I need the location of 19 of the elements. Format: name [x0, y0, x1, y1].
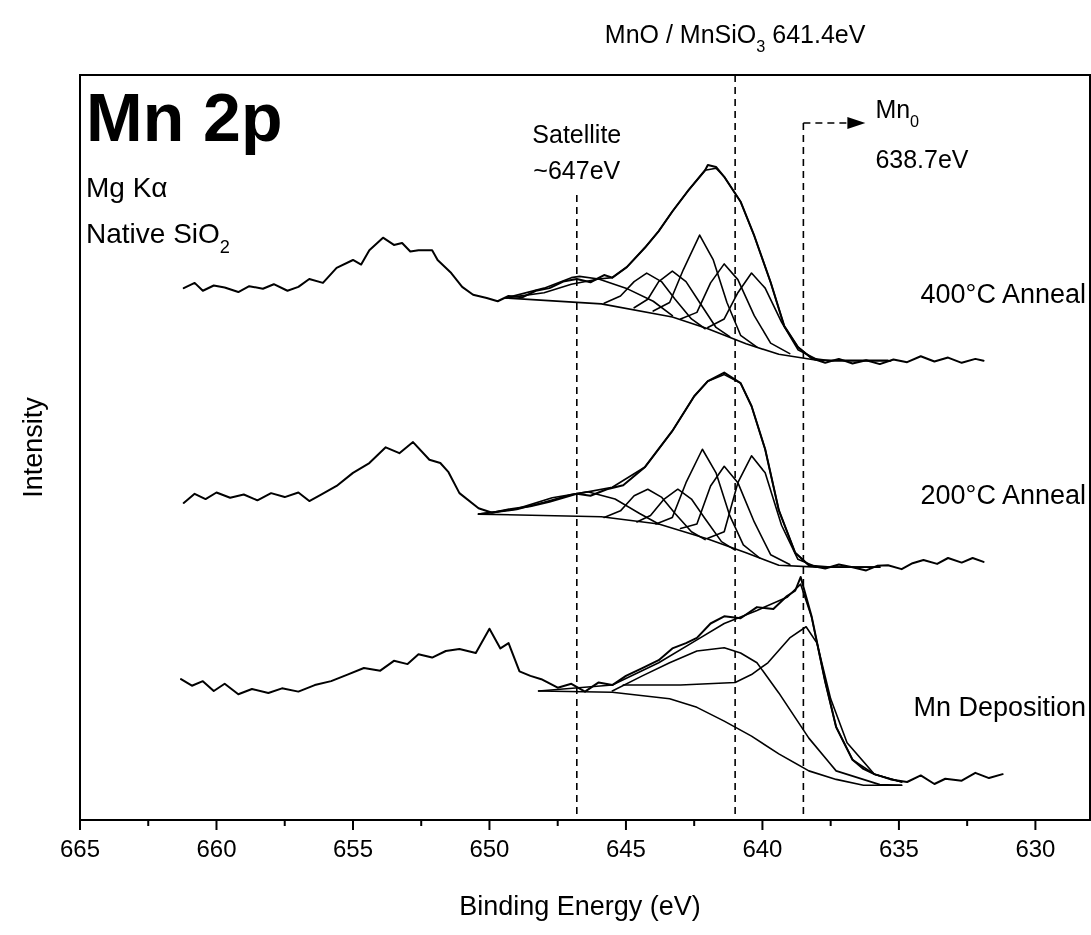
x-tick-label: 645 — [605, 835, 646, 862]
text: Mn 2p — [86, 79, 283, 155]
x-tick-label: 665 — [59, 835, 101, 862]
x-tick-label: 655 — [332, 835, 373, 862]
x-tick-label: 650 — [469, 835, 510, 862]
x-tick-label: 630 — [1015, 835, 1056, 862]
series-label: 400°C Anneal — [920, 278, 1086, 309]
x-axis-title: Binding Energy (eV) — [459, 891, 701, 921]
series-label: Mn Deposition — [913, 692, 1086, 723]
x-tick-label: 660 — [196, 835, 237, 862]
ref-line-label: Satellite ~647eV — [532, 120, 622, 184]
x-tick-label: 640 — [742, 835, 783, 862]
x-tick-label: 635 — [878, 835, 919, 862]
annotation: Native SiO$_{2}$ — [86, 218, 230, 257]
y-axis-title: Intensity — [18, 396, 48, 498]
ref-line-label: Mn$_{0}$ 638.7eV — [875, 95, 969, 173]
series-label: 200°C Anneal — [920, 479, 1086, 510]
ref-line-label: MnO / MnSiO$_{3}$ 641.4eV — [604, 20, 866, 55]
annotation: Mg Kα — [86, 172, 168, 203]
